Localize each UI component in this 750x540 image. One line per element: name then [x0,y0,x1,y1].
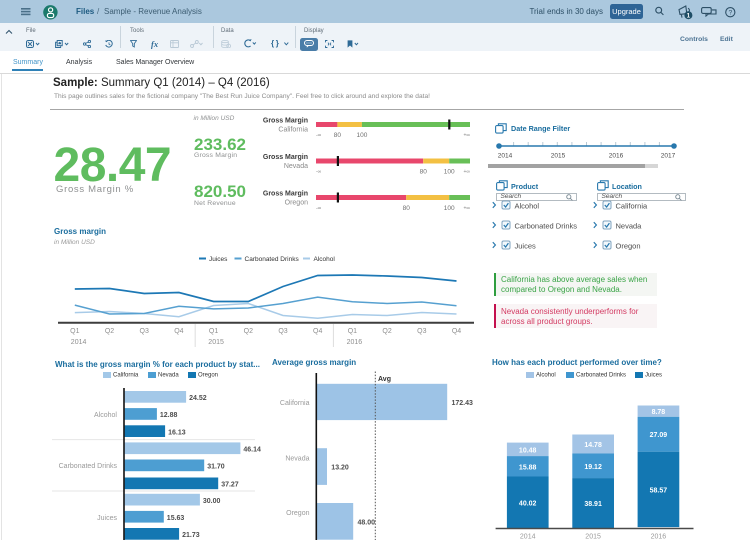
svg-text:+∞: +∞ [464,206,471,212]
svg-text:58.57: 58.57 [650,487,668,494]
svg-text:15.63: 15.63 [167,515,185,522]
svg-text:Alcohol: Alcohol [94,412,117,419]
svg-text:80: 80 [403,205,411,212]
svg-text:31.70: 31.70 [207,464,225,471]
svg-text:24.52: 24.52 [189,395,207,402]
svg-text:Alcohol: Alcohol [515,201,540,210]
svg-text:46.14: 46.14 [243,446,261,453]
svg-text:12.88: 12.88 [160,412,178,419]
svg-text:37.27: 37.27 [221,482,239,489]
svg-text:1: 1 [687,12,691,19]
svg-text:Oregon: Oregon [616,241,641,250]
svg-text:Q1: Q1 [70,328,79,335]
svg-text:21.73: 21.73 [182,532,200,539]
svg-text:Gross Margin: Gross Margin [263,154,308,161]
svg-text:Juices: Juices [515,241,537,250]
svg-text:2017: 2017 [661,153,676,160]
svg-text:2014: 2014 [71,339,87,346]
svg-text:40.02: 40.02 [519,500,537,507]
svg-text:Q2: Q2 [382,328,391,335]
svg-text:2016: 2016 [651,534,667,540]
svg-text:Nevada: Nevada [284,163,308,170]
svg-text:Carbonated Drinks: Carbonated Drinks [245,256,300,263]
svg-text:Q4: Q4 [452,328,461,335]
svg-text:10.48: 10.48 [519,447,537,454]
svg-text:2014: 2014 [498,153,513,160]
svg-text:Gross Margin: Gross Margin [263,118,308,125]
svg-text:Carbonated Drinks: Carbonated Drinks [59,463,118,470]
svg-text:Nevada: Nevada [616,221,643,230]
svg-text:Oregon: Oregon [286,510,309,517]
svg-text:Carbonated Drinks: Carbonated Drinks [515,221,578,230]
svg-text:19.12: 19.12 [584,464,602,471]
svg-text:-∞: -∞ [316,206,322,212]
svg-text:2014: 2014 [520,534,536,540]
svg-text:California: California [616,201,649,210]
svg-text:38.91: 38.91 [584,501,602,508]
svg-text:Q3: Q3 [140,328,149,335]
svg-text:2015: 2015 [208,339,224,346]
svg-text:+∞: +∞ [464,169,471,175]
svg-text:80: 80 [420,169,428,176]
svg-text:80: 80 [334,132,342,139]
svg-text:2016: 2016 [347,339,363,346]
svg-text:Q3: Q3 [278,328,287,335]
svg-text:16.13: 16.13 [168,429,186,436]
svg-text:Gross Margin: Gross Margin [263,191,308,198]
svg-text:-∞: -∞ [316,133,322,139]
svg-text:2016: 2016 [609,153,624,160]
svg-text:Q1: Q1 [209,328,218,335]
svg-text:Q3: Q3 [417,328,426,335]
svg-text:2015: 2015 [585,534,601,540]
svg-text:California: California [278,127,308,134]
svg-text:8.78: 8.78 [652,409,666,416]
svg-text:Q2: Q2 [105,328,114,335]
svg-text:?: ? [729,9,733,16]
svg-text:+∞: +∞ [464,133,471,139]
svg-text:13.20: 13.20 [331,465,349,472]
svg-text:Q4: Q4 [313,328,322,335]
svg-text:Avg: Avg [378,376,391,383]
svg-text:27.09: 27.09 [650,432,668,439]
svg-text:2015: 2015 [551,153,566,160]
svg-text:Oregon: Oregon [285,200,308,207]
svg-text:30.00: 30.00 [203,498,221,505]
svg-text:Nevada: Nevada [285,456,309,463]
svg-text:15.88: 15.88 [519,464,537,471]
svg-text:California: California [280,400,310,407]
svg-text:48.00: 48.00 [358,519,376,526]
svg-text:-∞: -∞ [316,169,322,175]
svg-text:Q2: Q2 [244,328,253,335]
svg-text:Juices: Juices [209,256,228,263]
svg-text:172.43: 172.43 [452,400,474,407]
svg-text:Q1: Q1 [348,328,357,335]
svg-text:14.78: 14.78 [584,442,602,449]
svg-text:100: 100 [356,132,367,139]
svg-text:Juices: Juices [97,515,117,522]
svg-text:Q4: Q4 [174,328,183,335]
svg-text:100: 100 [444,169,455,176]
svg-text:100: 100 [444,205,455,212]
svg-text:Alcohol: Alcohol [314,256,336,263]
